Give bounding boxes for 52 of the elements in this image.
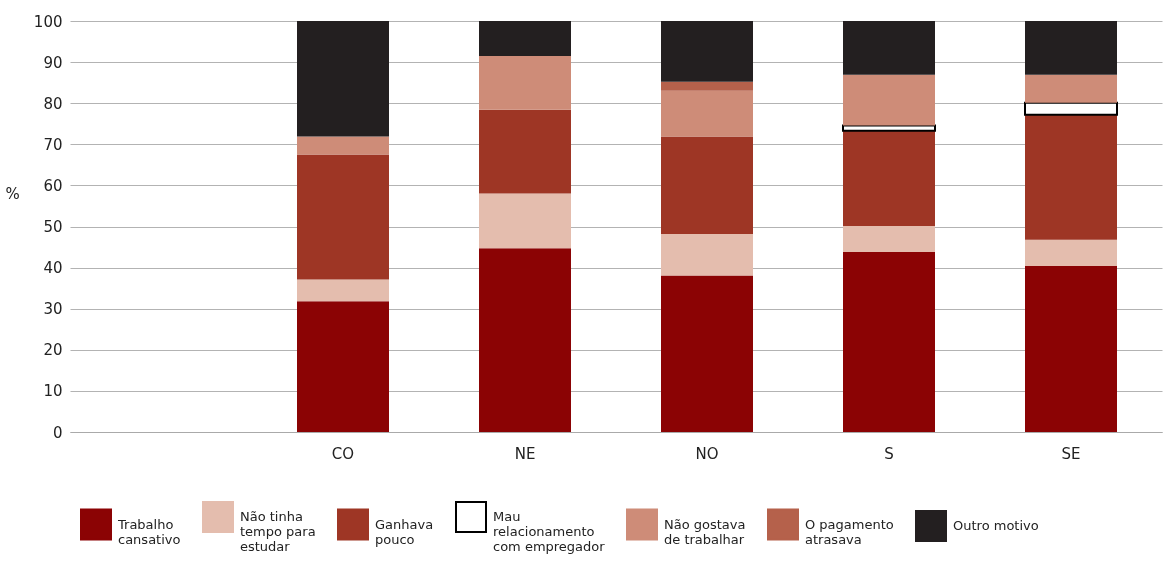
y-tick-label: 50 xyxy=(43,218,63,236)
y-tick-label: 0 xyxy=(52,423,63,442)
y-tick-label: 40 xyxy=(43,259,63,278)
bar xyxy=(297,301,389,432)
x-tick-label: SE xyxy=(1061,444,1081,463)
y-tick-label: 60 xyxy=(43,176,63,195)
bar xyxy=(661,275,753,432)
legend-label: O pagamento atrasava xyxy=(805,516,894,547)
bar xyxy=(842,124,936,132)
bar xyxy=(479,21,571,56)
legend-label: Ganhava pouco xyxy=(375,516,434,547)
bar xyxy=(843,130,935,227)
x-tick-label: NO xyxy=(695,444,719,463)
bar xyxy=(1025,21,1117,75)
legend-label: Não tinha tempo para estudar xyxy=(240,509,316,554)
y-tick-label: 100 xyxy=(33,12,63,31)
bar xyxy=(843,251,935,432)
x-tick-label: S xyxy=(884,444,894,463)
legend-label: Trabalho cansativo xyxy=(117,516,181,547)
legend-label: Mau relacionamento com empregador xyxy=(493,509,606,554)
y-tick-label: 90 xyxy=(43,53,63,72)
y-tick-label: 80 xyxy=(43,94,63,113)
bar xyxy=(661,81,753,91)
bar xyxy=(1025,114,1117,240)
bar xyxy=(661,233,753,276)
bar xyxy=(479,109,571,194)
bar xyxy=(1025,265,1117,432)
bar xyxy=(661,136,753,234)
bar xyxy=(297,136,389,155)
y-tick-label: 10 xyxy=(43,382,63,401)
y-tick-label: 70 xyxy=(43,135,63,154)
bar xyxy=(1024,101,1118,116)
bar xyxy=(1025,74,1117,103)
bar xyxy=(479,248,571,432)
bar xyxy=(843,226,935,252)
bar xyxy=(661,90,753,137)
x-tick-label: CO xyxy=(331,444,355,463)
bar xyxy=(297,154,389,280)
bar xyxy=(661,21,753,82)
y-tick-label: 30 xyxy=(43,300,63,319)
bar xyxy=(1025,239,1117,266)
legend-label: Não gostava de trabalhar xyxy=(664,516,746,547)
bar xyxy=(479,193,571,249)
bar xyxy=(479,55,571,110)
bar xyxy=(297,21,389,137)
bar xyxy=(843,21,935,75)
bar xyxy=(297,279,389,302)
bar xyxy=(843,74,935,126)
x-tick-label: NE xyxy=(514,444,536,463)
y-tick-label: 20 xyxy=(43,341,63,360)
legend-label: Outro motivo xyxy=(953,518,1039,533)
y-axis-title: % xyxy=(5,184,20,203)
